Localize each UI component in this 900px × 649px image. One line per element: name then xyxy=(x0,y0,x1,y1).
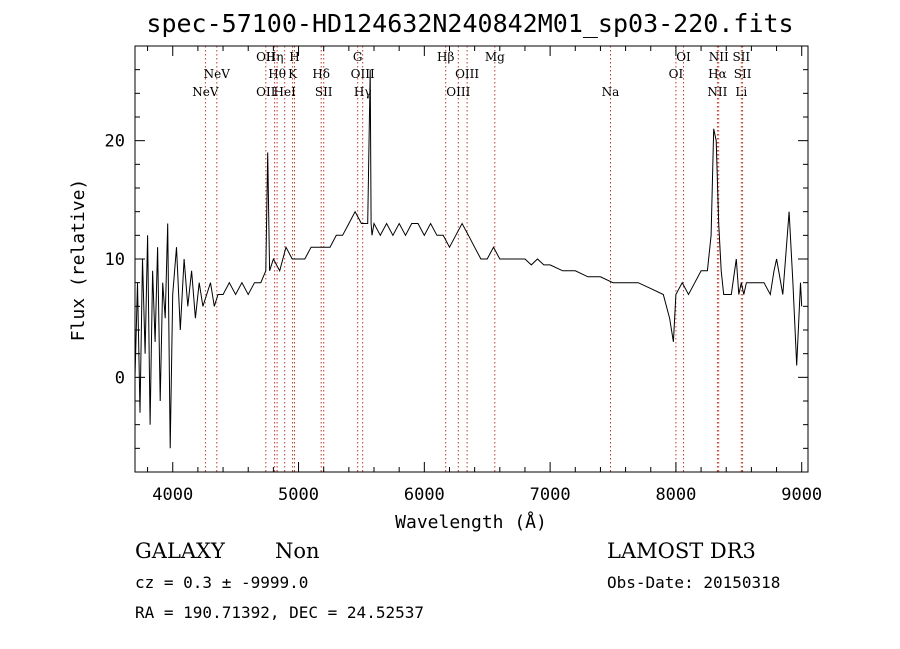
emission-line-label: NeV xyxy=(192,85,219,99)
emission-line-label: Hη xyxy=(266,50,284,64)
object-class: GALAXY xyxy=(135,539,226,563)
emission-line-label: H xyxy=(289,50,299,64)
x-tick-label: 5000 xyxy=(278,485,319,505)
emission-line-label: OIII xyxy=(455,67,479,81)
emission-line-label: OI xyxy=(676,50,691,64)
x-tick-label: 7000 xyxy=(530,485,571,505)
emission-line-label: NII xyxy=(709,50,729,64)
emission-line-label: Hβ xyxy=(437,50,454,64)
x-axis-label: Wavelength (Å) xyxy=(395,511,547,533)
x-tick-label: 8000 xyxy=(655,485,696,505)
emission-line-label: Hγ xyxy=(354,85,372,99)
x-tick-label: 4000 xyxy=(152,485,193,505)
x-tick-label: 6000 xyxy=(404,485,445,505)
emission-line-label: OIII xyxy=(446,85,470,99)
emission-line-label: Hδ xyxy=(312,67,330,81)
axis-ticks: 4000 5000 6000 7000 8000 9000 0 10 20 xyxy=(105,46,822,505)
emission-line-label: SII xyxy=(315,85,333,99)
emission-line-label: Na xyxy=(602,85,620,99)
chart-title: spec-57100-HD124632N240842M01_sp03-220.f… xyxy=(146,9,793,38)
emission-line-label: OII xyxy=(256,50,276,64)
emission-line-label: OII xyxy=(256,85,276,99)
coordinates: RA = 190.71392, DEC = 24.52537 xyxy=(135,603,424,622)
emission-line-label: Hα xyxy=(708,67,727,81)
emission-line-label: NII xyxy=(707,85,727,99)
emission-line-label: SII xyxy=(734,67,752,81)
emission-line-label: Hθ xyxy=(268,67,286,81)
emission-line-label: G xyxy=(353,50,363,64)
survey-name: LAMOST DR3 xyxy=(607,539,756,563)
redshift-cz: cz = 0.3 ± -9999.0 xyxy=(135,573,308,592)
obs-date: Obs-Date: 20150318 xyxy=(607,573,780,592)
y-axis-label: Flux (relative) xyxy=(68,179,89,342)
emission-line-label: Li xyxy=(735,85,747,99)
emission-line-label: K xyxy=(288,67,298,81)
object-subclass: Non xyxy=(275,539,320,563)
spectrum-line xyxy=(134,69,803,449)
emission-line-label: HeI xyxy=(274,85,297,99)
y-tick-label: 0 xyxy=(115,368,125,388)
emission-line-label: SII xyxy=(732,50,750,64)
emission-line-label: OI xyxy=(669,67,684,81)
emission-line-label: NeV xyxy=(204,67,231,81)
x-tick-label: 9000 xyxy=(781,485,822,505)
y-tick-label: 10 xyxy=(105,250,125,270)
emission-line-label: OIII xyxy=(351,67,375,81)
y-tick-label: 20 xyxy=(105,132,125,152)
emission-line-label: Mg xyxy=(485,50,505,64)
